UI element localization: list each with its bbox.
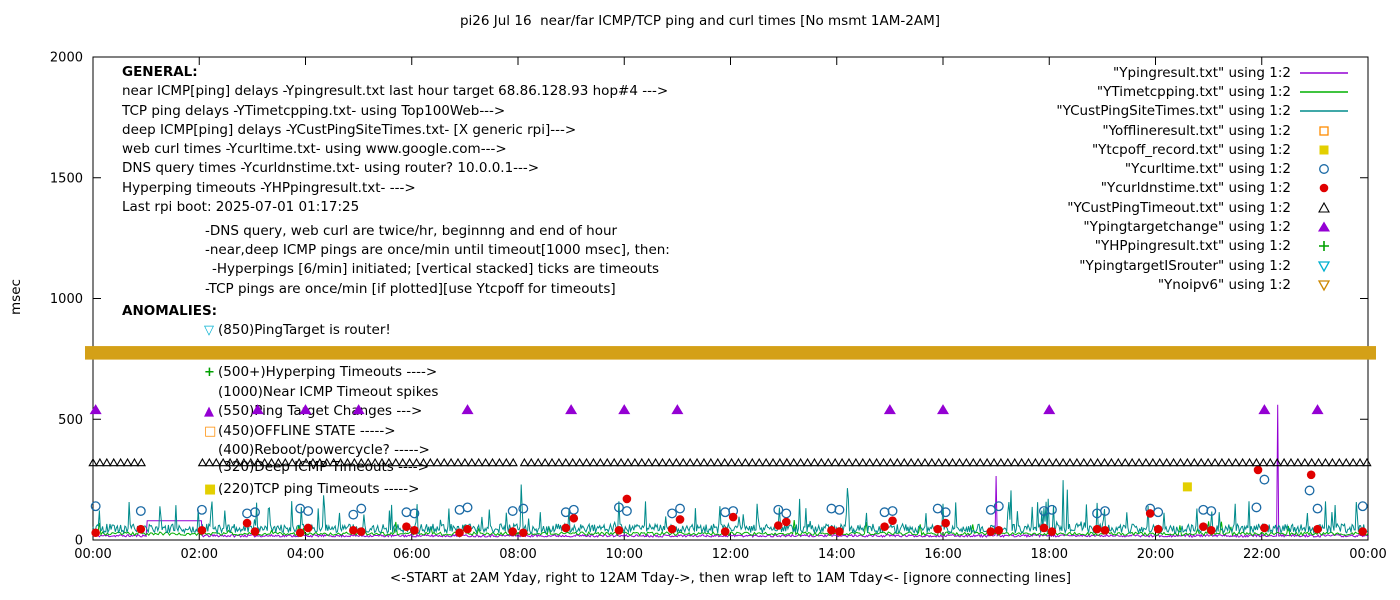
filled-triangle-up-icon: ▲ [204,404,214,419]
legend-label: "Ytcpoff_record.txt" using 1:2 [1091,141,1291,158]
anomalies-heading: ANOMALIES: [122,303,218,319]
anomaly-label: (1000)Near ICMP Timeout spikes [218,384,439,400]
purple-line-sample [1297,65,1352,81]
filled-triangle-up-icon [1297,219,1352,235]
anomaly-label: (450)OFFLINE STATE -----> [218,423,396,439]
series-Ytcpoff_record-txt [1182,482,1192,492]
open-square-icon: □ [204,424,217,439]
x-tick-label: 22:00 [1243,547,1280,562]
legend-row: "Ynoipv6" using 1:2 [1056,275,1352,294]
anomaly-item: (1000)Near ICMP Timeout spikes [204,384,438,402]
legend-row: "Ypingtargetchange" using 1:2 [1056,217,1352,236]
legend-row: "Yofflineresult.txt" using 1:2 [1056,121,1352,140]
legend-row: "Ycurldnstime.txt" using 1:2 [1056,179,1352,198]
y-axis-label: msec [8,279,24,315]
series-YTimetcpping-txt [92,520,1369,537]
y-tick-label: 1000 [50,292,83,307]
plus-icon: + [204,365,215,380]
anomaly-label: (320)Deep ICMP Timeouts ----> [218,459,429,475]
general-notes: GENERAL: near ICMP[ping] delays -Ypingre… [122,63,670,299]
legend: "Ypingresult.txt" using 1:2 "YTimetcppin… [1056,63,1352,295]
x-tick-label: 10:00 [606,547,643,562]
teal-line-sample [1297,103,1352,119]
legend-row: "Ypingresult.txt" using 1:2 [1056,63,1352,82]
anomaly-item: ■ (220)TCP ping Timeouts -----> [204,481,420,499]
anomalies-block: ANOMALIES: ▽ (850)PingTarget is router! +… [122,303,622,513]
anomaly-item: ▲ (550)Ping Target Changes ---> [204,403,422,421]
legend-row: "YCustPingTimeout.txt" using 1:2 [1056,198,1352,217]
general-heading: GENERAL: [122,64,198,80]
legend-row: "YTimetcpping.txt" using 1:2 [1056,82,1352,101]
y-tick-label: 1500 [50,171,83,186]
general-line: -near,deep ICMP pings are once/min until… [205,242,670,259]
y-tick-label: 2000 [50,51,83,66]
anomaly-label: (220)TCP ping Timeouts -----> [218,481,420,497]
legend-row: "YHPpingresult.txt" using 1:2 [1056,237,1352,256]
open-triangle-down-icon [1297,277,1352,293]
x-axis-caption: <-START at 2AM Yday, right to 12AM Tday-… [389,570,1072,586]
general-line: TCP ping delays -YTimetcpping.txt- using… [122,102,506,119]
filled-square-icon: ■ [204,482,217,497]
general-line: -Hyperpings [6/min] initiated; [vertical… [212,261,660,278]
anomaly-item: ▽ (850)PingTarget is router! [204,322,391,340]
open-triangle-up-icon [1297,200,1352,216]
anomaly-item: (400)Reboot/powercycle? -----> [204,442,430,460]
anomaly-label: (500+)Hyperping Timeouts ----> [218,364,438,380]
legend-label: "YHPpingresult.txt" using 1:2 [1094,238,1291,255]
x-tick-label: 06:00 [393,547,430,562]
general-line: near ICMP[ping] delays -Ypingresult.txt … [122,83,669,100]
legend-label: "Ycurldnstime.txt" using 1:2 [1100,180,1291,197]
plus-icon [1297,238,1352,254]
x-tick-label: 08:00 [499,547,536,562]
legend-row: "Ytcpoff_record.txt" using 1:2 [1056,140,1352,159]
general-line: -TCP pings are once/min [if plotted][use… [205,280,616,297]
x-tick-label: 00:00 [1349,547,1386,562]
legend-label: "Ycurltime.txt" using 1:2 [1124,161,1291,178]
anomaly-item: + (500+)Hyperping Timeouts ----> [204,364,437,382]
open-circle-icon [1297,161,1352,177]
open-triangle-down-icon: ▽ [204,323,214,338]
legend-label: "Ypingresult.txt" using 1:2 [1113,64,1291,81]
x-tick-label: 00:00 [74,547,111,562]
legend-label: "Yofflineresult.txt" using 1:2 [1102,122,1291,139]
y-tick-label: 500 [58,413,83,428]
green-line-sample [1297,84,1352,100]
legend-row: "YpingtargetISrouter" using 1:2 [1056,256,1352,275]
x-tick-label: 18:00 [1031,547,1068,562]
anomaly-label: (550)Ping Target Changes ---> [218,403,423,419]
legend-label: "Ypingtargetchange" using 1:2 [1083,219,1291,236]
x-tick-label: 14:00 [818,547,855,562]
legend-label: "YTimetcpping.txt" using 1:2 [1096,83,1291,100]
general-line: web curl times -Ycurltime.txt- using www… [122,141,507,158]
general-line: deep ICMP[ping] delays -YCustPingSiteTim… [122,121,577,138]
general-line: Last rpi boot: 2025-07-01 01:17:25 [122,199,360,216]
chart-title: pi26 Jul 16 near/far ICMP/TCP ping and c… [459,13,941,29]
filled-square-icon [1297,142,1352,158]
legend-row: "Ycurltime.txt" using 1:2 [1056,159,1352,178]
y-tick-label: 0 [75,534,83,549]
x-tick-label: 04:00 [287,547,324,562]
general-line: -DNS query, web curl are twice/hr, begin… [205,222,618,239]
anomaly-item: (320)Deep ICMP Timeouts ----> [204,459,429,477]
x-tick-label: 16:00 [924,547,961,562]
general-line: DNS query times -Ycurldnstime.txt- using… [122,160,540,177]
general-line: Hyperping timeouts -YHPpingresult.txt- -… [122,179,416,196]
anomaly-label: (850)PingTarget is router! [218,322,391,338]
open-square-icon [1297,123,1352,139]
legend-label: "YpingtargetISrouter" using 1:2 [1079,257,1291,274]
filled-circle-icon [1297,180,1352,196]
open-triangle-down-icon [1297,258,1352,274]
anomaly-label: (400)Reboot/powercycle? -----> [218,442,430,458]
anomaly-item: □ (450)OFFLINE STATE -----> [204,423,396,441]
legend-label: "YCustPingTimeout.txt" using 1:2 [1067,199,1291,216]
x-tick-label: 20:00 [1137,547,1174,562]
legend-row: "YCustPingSiteTimes.txt" using 1:2 [1056,102,1352,121]
x-tick-label: 12:00 [712,547,749,562]
x-tick-label: 02:00 [181,547,218,562]
legend-label: "Ynoipv6" using 1:2 [1157,276,1291,293]
legend-label: "YCustPingSiteTimes.txt" using 1:2 [1056,103,1291,120]
